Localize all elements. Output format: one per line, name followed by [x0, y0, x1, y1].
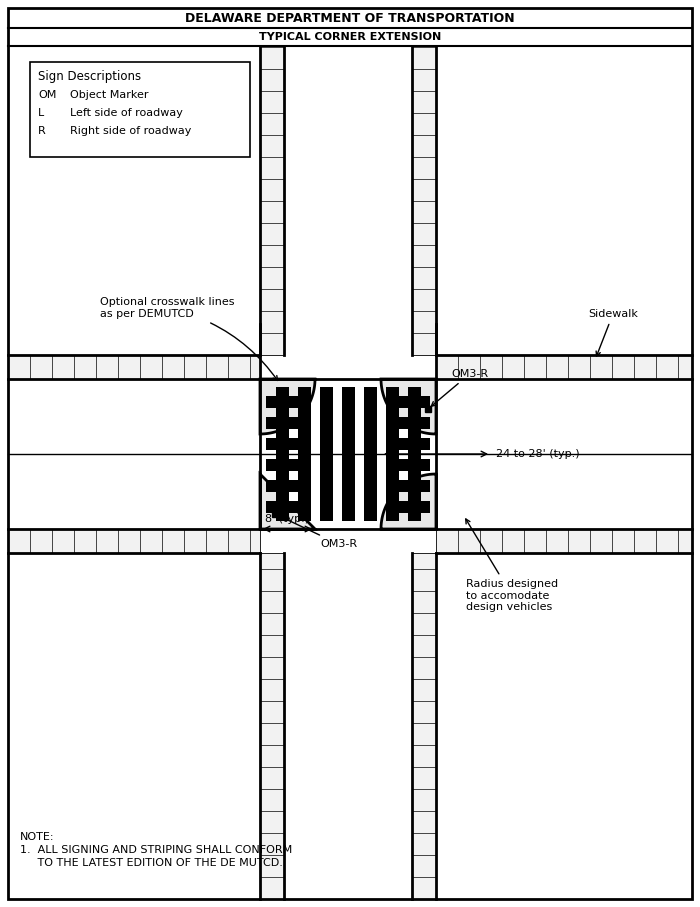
- Text: 45°: 45°: [285, 502, 304, 512]
- Text: Object Marker: Object Marker: [70, 90, 148, 100]
- Bar: [386, 459, 430, 471]
- Text: OM: OM: [38, 90, 57, 100]
- Text: OM3-R: OM3-R: [431, 369, 488, 406]
- Bar: [386, 395, 430, 407]
- Bar: [266, 395, 310, 407]
- Text: R: R: [38, 126, 46, 136]
- Bar: [363, 387, 377, 521]
- Text: Right side of roadway: Right side of roadway: [70, 126, 191, 136]
- Bar: [412, 46, 436, 355]
- Polygon shape: [260, 379, 315, 434]
- Text: OM3-R: OM3-R: [279, 516, 357, 549]
- Bar: [407, 387, 421, 521]
- Text: Optional crosswalk lines
as per DEMUTCD: Optional crosswalk lines as per DEMUTCD: [100, 297, 277, 380]
- Text: TO THE LATEST EDITION OF THE DE MUTCD.: TO THE LATEST EDITION OF THE DE MUTCD.: [20, 858, 283, 868]
- Text: NOTE:: NOTE:: [20, 832, 55, 842]
- Text: L: L: [38, 108, 44, 118]
- Bar: [436, 529, 692, 553]
- Text: TYPICAL CORNER EXTENSION: TYPICAL CORNER EXTENSION: [259, 32, 441, 42]
- Bar: [319, 387, 332, 521]
- Bar: [30, 62, 250, 157]
- Bar: [260, 553, 284, 899]
- Bar: [436, 355, 692, 379]
- Bar: [386, 437, 430, 450]
- Bar: [342, 387, 354, 521]
- Bar: [386, 387, 398, 521]
- Text: Sidewalk: Sidewalk: [588, 309, 638, 356]
- Bar: [276, 387, 288, 521]
- Bar: [266, 501, 310, 512]
- Bar: [386, 501, 430, 512]
- Text: Sign Descriptions: Sign Descriptions: [38, 70, 141, 83]
- Text: 1.  ALL SIGNING AND STRIPING SHALL CONFORM: 1. ALL SIGNING AND STRIPING SHALL CONFOR…: [20, 845, 293, 855]
- Bar: [266, 480, 310, 492]
- Bar: [266, 437, 310, 450]
- Text: Left side of roadway: Left side of roadway: [70, 108, 183, 118]
- Bar: [266, 416, 310, 428]
- Bar: [386, 480, 430, 492]
- Bar: [260, 46, 284, 355]
- Polygon shape: [381, 379, 436, 434]
- Text: 24 to 28' (typ.): 24 to 28' (typ.): [496, 449, 580, 459]
- Bar: [266, 459, 310, 471]
- Bar: [8, 355, 260, 379]
- Text: DELAWARE DEPARTMENT OF TRANSPORTATION: DELAWARE DEPARTMENT OF TRANSPORTATION: [186, 12, 514, 24]
- Text: Radius designed
to accomodate
design vehicles: Radius designed to accomodate design veh…: [466, 519, 558, 612]
- Bar: [412, 553, 436, 899]
- Bar: [8, 529, 260, 553]
- Bar: [298, 387, 311, 521]
- Polygon shape: [260, 474, 315, 529]
- Polygon shape: [381, 474, 436, 529]
- Bar: [386, 416, 430, 428]
- Text: 8' (typ.): 8' (typ.): [265, 514, 309, 524]
